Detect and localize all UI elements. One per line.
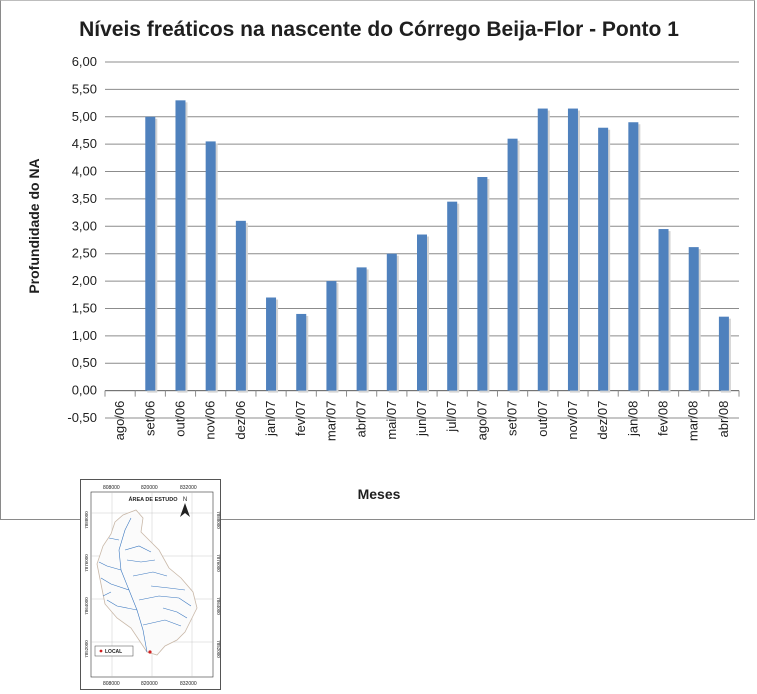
bar-mai/07 <box>386 253 397 391</box>
y-tick-label: 6,00 <box>72 54 97 69</box>
map-title: ÁREA DE ESTUDO <box>129 496 179 503</box>
map-x-label-bottom-1: 808000 <box>103 681 120 687</box>
y-tick-label: 0,00 <box>72 383 97 398</box>
bar-dez/07 <box>598 127 609 391</box>
x-tick-label: ago/06 <box>112 401 127 441</box>
y-tick-label: -0,50 <box>67 410 97 425</box>
y-tick-label: 4,50 <box>72 136 97 151</box>
x-tick-label: nov/06 <box>203 401 218 440</box>
map-legend <box>94 645 134 657</box>
bar-jun/07 <box>417 234 427 391</box>
map-x-label-top-1: 808000 <box>103 485 120 491</box>
x-tick-label: dez/06 <box>233 401 248 440</box>
bar-set/07 <box>507 138 518 391</box>
watershed-boundary <box>96 509 198 656</box>
x-tick-label: dez/07 <box>595 401 610 440</box>
map-x-label-bottom-2: 820000 <box>141 681 158 687</box>
bar-mar/08 <box>688 247 699 391</box>
map-x-label-bottom-3: 832000 <box>180 681 197 687</box>
x-tick-label: set/07 <box>505 401 520 436</box>
study-area-map: 808000 820000 832000 ÁREA DE ESTUDO 7888… <box>80 479 221 690</box>
bar-fev/08 <box>658 229 669 391</box>
x-tick-label: ago/07 <box>474 401 489 441</box>
chart-title: Níveis freáticos na nascente do Córrego … <box>79 18 679 41</box>
x-tick-label: fev/07 <box>293 401 308 436</box>
y-tick-label: 2,00 <box>72 273 97 288</box>
x-axis-title: Meses <box>358 486 401 502</box>
y-tick-label: 1,00 <box>72 328 97 343</box>
y-tick-label: 3,50 <box>72 191 97 206</box>
map-y-label-2: 7876000 <box>84 554 89 572</box>
y-tick-label: 1,50 <box>72 300 97 315</box>
map-y-label-right-4: 7852000 <box>216 640 220 658</box>
map-x-label-top-2: 820000 <box>141 485 158 491</box>
bar-abr/07 <box>356 267 367 391</box>
bar-jan/08 <box>628 122 639 391</box>
x-tick-label: set/06 <box>142 401 157 436</box>
bar-abr/08 <box>718 316 729 391</box>
y-tick-label: 5,00 <box>72 109 97 124</box>
x-tick-label: abr/07 <box>354 401 369 438</box>
x-tick-label: out/07 <box>535 401 550 437</box>
bar-out/07 <box>537 108 548 391</box>
map-y-label-4: 7852000 <box>84 640 89 658</box>
map-y-label-1: 7888000 <box>84 511 89 529</box>
bar-chart: Níveis freáticos na nascente do Córrego … <box>26 18 740 502</box>
y-tick-label: 2,50 <box>72 246 97 261</box>
x-tick-label: out/06 <box>172 401 187 437</box>
x-tick-label: mar/07 <box>323 401 338 441</box>
legend-label: LOCAL <box>105 649 122 655</box>
y-tick-label: 4,00 <box>72 164 97 179</box>
study-area-map-drawing: 808000 820000 832000 ÁREA DE ESTUDO 7888… <box>84 485 221 687</box>
local-marker-icon <box>148 650 152 654</box>
map-y-label-right-2: 7876000 <box>216 554 220 572</box>
x-tick-label: jun/07 <box>414 401 429 437</box>
bar-jul/07 <box>447 201 458 391</box>
bar-set/06 <box>145 116 156 391</box>
bar-ago/07 <box>477 177 488 391</box>
bar-nov/06 <box>205 141 216 391</box>
x-tick-label: fev/08 <box>656 401 671 436</box>
x-tick-label: jan/07 <box>263 401 278 437</box>
x-tick-label: jul/07 <box>444 401 459 433</box>
bar-jan/07 <box>266 297 277 391</box>
north-arrow-icon <box>180 503 190 517</box>
drainage-network <box>98 517 192 653</box>
bar-nov/07 <box>567 108 578 391</box>
north-label: N <box>183 497 187 503</box>
map-x-label-top-3: 832000 <box>180 485 197 491</box>
map-y-label-right-1: 7888000 <box>216 511 220 529</box>
bar-out/06 <box>175 100 186 391</box>
x-tick-label: jan/08 <box>625 401 640 437</box>
map-y-label-right-3: 7864000 <box>216 597 220 615</box>
legend-marker-icon <box>99 649 103 653</box>
map-y-label-3: 7864000 <box>84 597 89 615</box>
chart-container: Níveis freáticos na nascente do Córrego … <box>0 0 755 520</box>
x-tick-label: nov/07 <box>565 401 580 440</box>
y-tick-label: 5,50 <box>72 81 97 96</box>
y-axis-title: Profundidade do NA <box>26 158 42 293</box>
x-tick-label: mai/07 <box>384 401 399 440</box>
bar-dez/06 <box>235 220 246 391</box>
bar-mar/07 <box>326 281 337 391</box>
y-tick-label: 0,50 <box>72 355 97 370</box>
y-tick-label: 3,00 <box>72 218 97 233</box>
bar-fev/07 <box>296 313 307 391</box>
x-tick-label: abr/08 <box>716 401 731 438</box>
x-tick-label: mar/08 <box>686 401 701 441</box>
